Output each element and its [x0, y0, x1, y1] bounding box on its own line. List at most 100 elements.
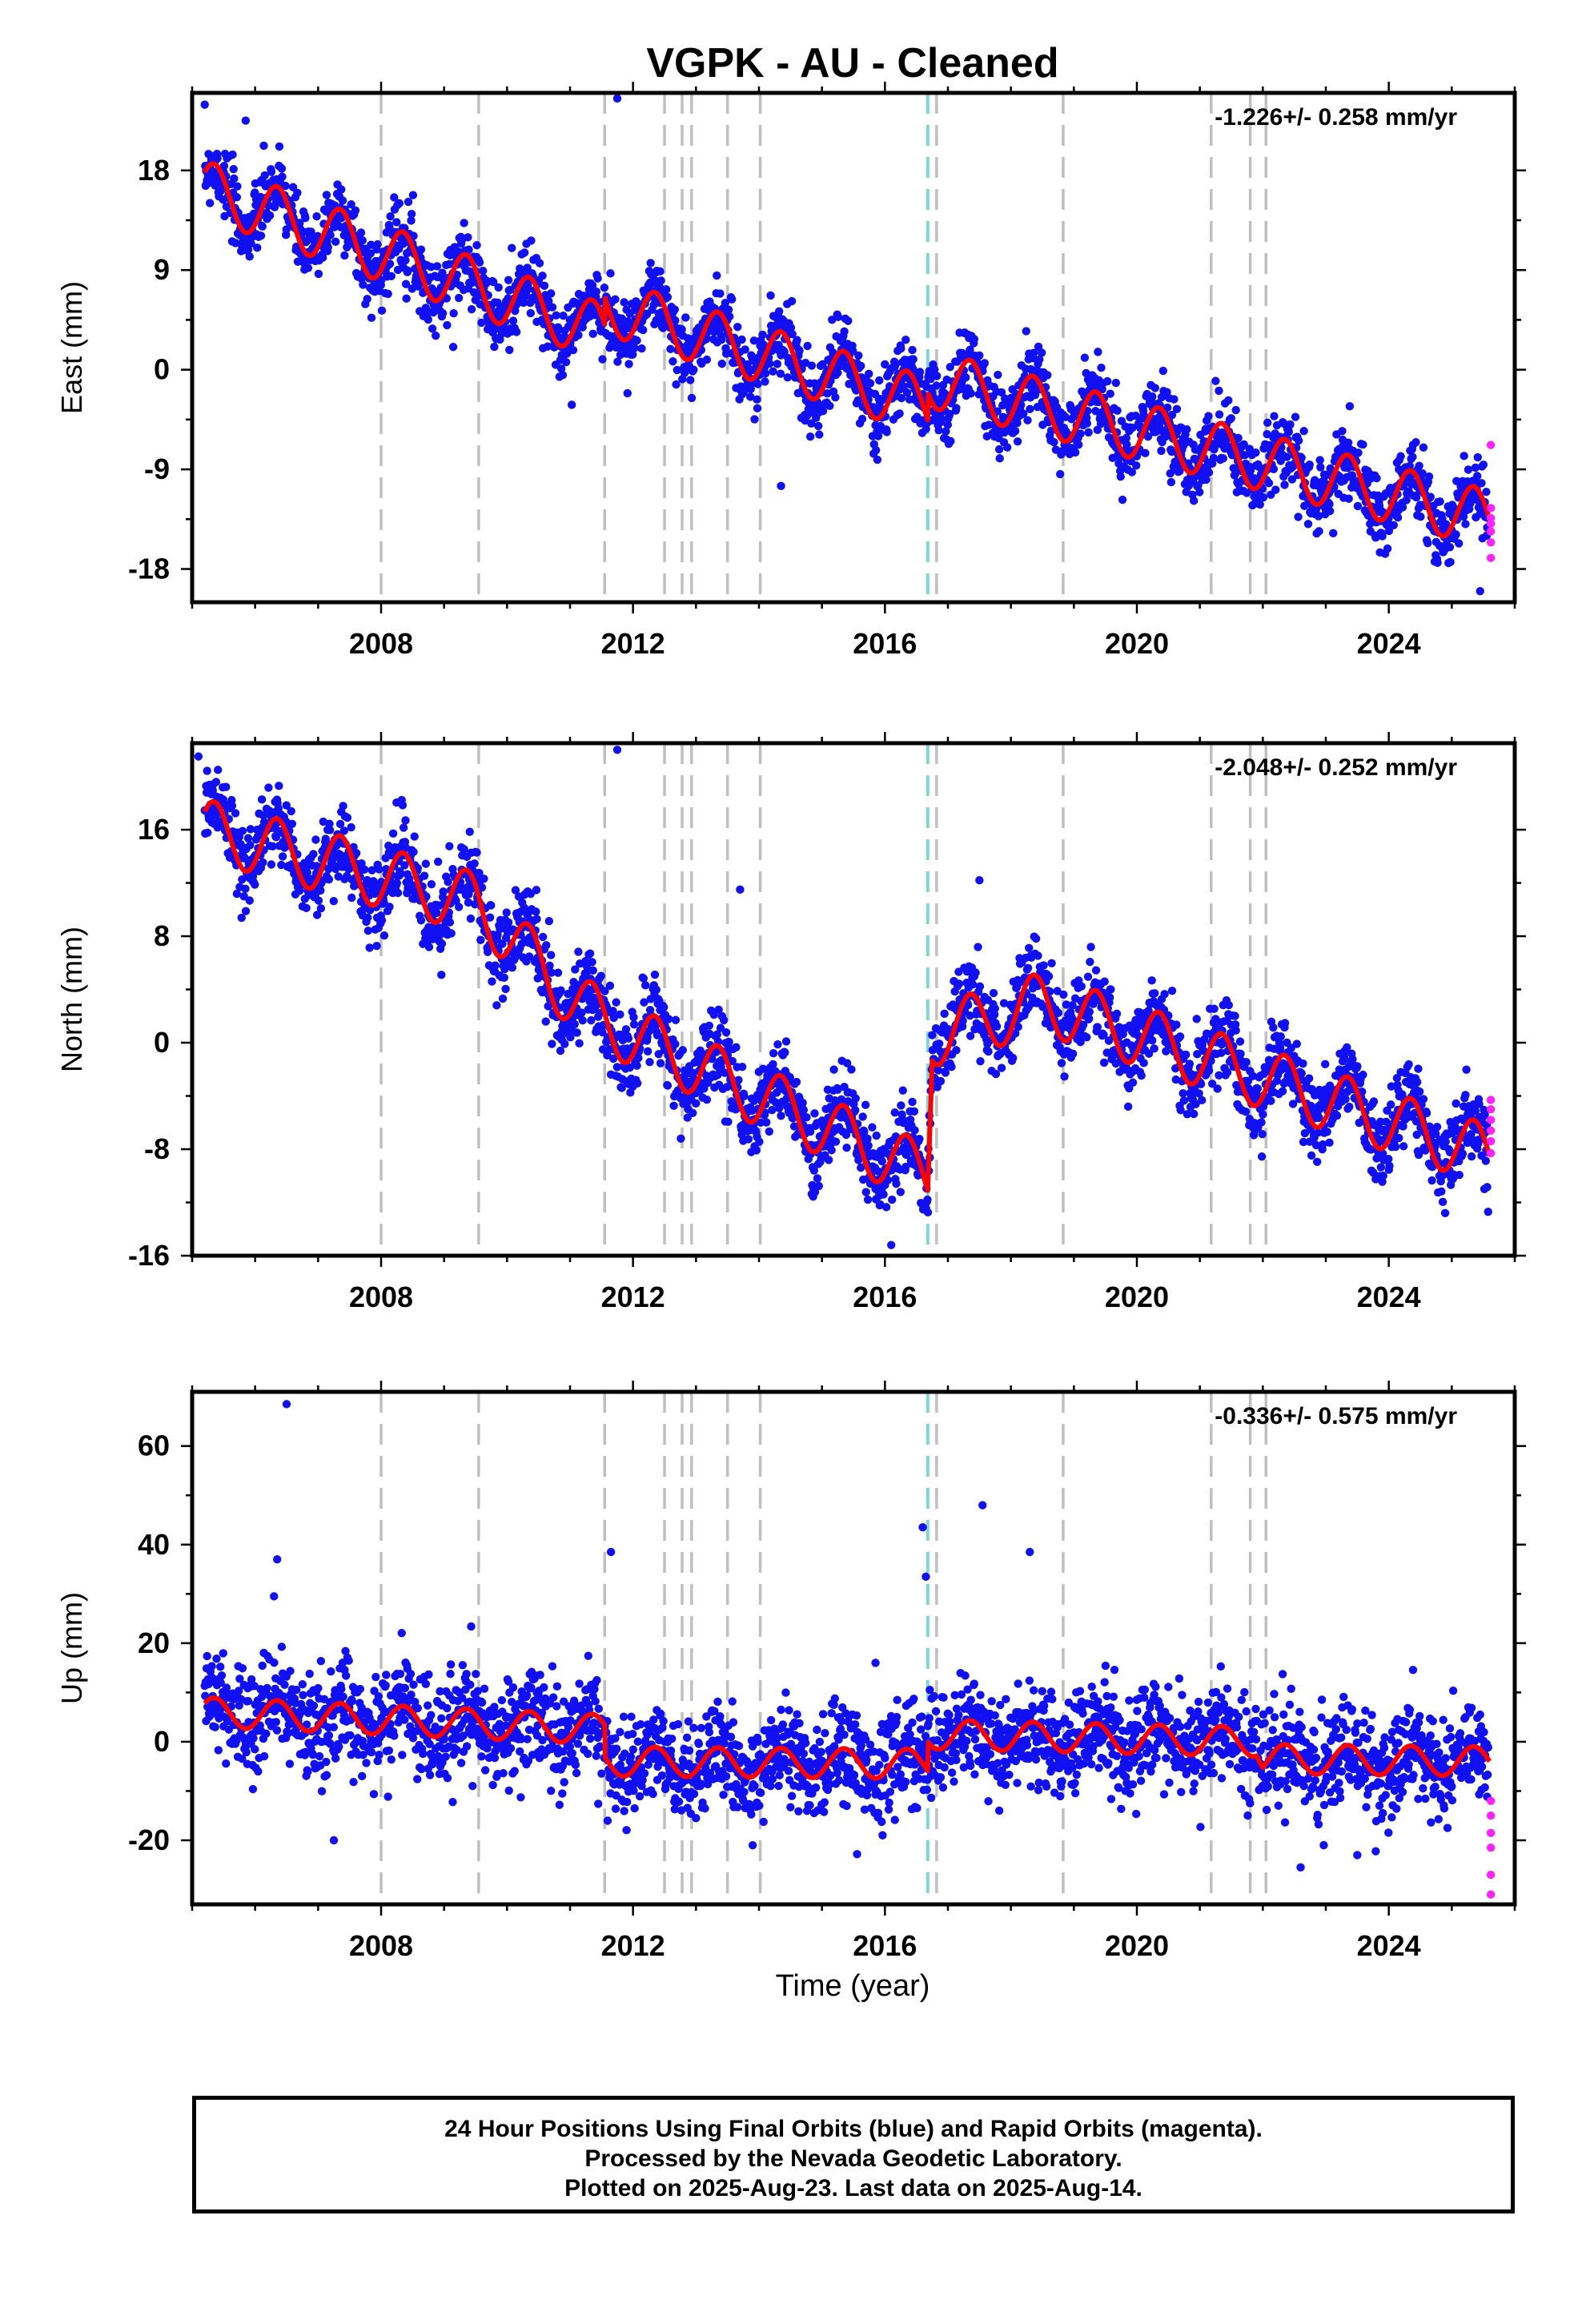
data-point [464, 245, 473, 254]
data-point [1259, 493, 1268, 502]
data-point [1093, 1023, 1102, 1031]
data-point [399, 239, 408, 248]
data-point [727, 295, 737, 304]
data-point [1128, 1078, 1138, 1088]
data-point [392, 218, 401, 227]
data-point [976, 1056, 985, 1066]
data-point [460, 219, 468, 227]
data-point [997, 388, 1006, 397]
y-tick-label: 0 [154, 353, 170, 386]
data-point [650, 970, 660, 979]
data-point [420, 871, 429, 880]
data-point [343, 813, 352, 822]
data-point [275, 142, 284, 151]
data-point [467, 305, 476, 314]
data-point [1116, 472, 1125, 481]
data-point [526, 308, 536, 318]
data-point [219, 162, 229, 171]
data-point [1419, 443, 1428, 452]
data-point [487, 901, 496, 910]
data-point [669, 357, 677, 366]
data-point [445, 842, 454, 850]
data-point [1416, 512, 1425, 521]
data-point [385, 903, 394, 911]
data-point [1294, 436, 1303, 445]
data-point [941, 1068, 950, 1077]
data-point [241, 884, 250, 893]
data-point [535, 259, 544, 267]
data-point [765, 1127, 773, 1136]
data-point [1113, 406, 1122, 415]
data-point [524, 284, 533, 294]
data-point [1148, 392, 1157, 401]
data-point [639, 325, 648, 335]
data-point [592, 287, 601, 296]
data-point [971, 968, 980, 977]
data-point [702, 1095, 712, 1104]
data-point [630, 344, 639, 352]
data-point [671, 1015, 681, 1024]
data-point [1234, 433, 1243, 443]
data-point [1269, 464, 1279, 474]
data-point [902, 388, 912, 397]
data-point [901, 336, 910, 344]
data-point [788, 330, 797, 339]
data-point [637, 344, 646, 353]
data-point [1314, 512, 1323, 521]
data-point [663, 292, 673, 302]
data-point [875, 376, 884, 385]
data-point [494, 283, 503, 292]
data-point [358, 236, 367, 245]
final-points-north [194, 746, 1492, 1249]
data-point [947, 1062, 956, 1072]
data-point [1091, 966, 1101, 975]
data-point [861, 1100, 870, 1109]
data-point [1150, 384, 1160, 392]
data-point [992, 1022, 1002, 1031]
data-point [611, 295, 620, 304]
data-point [410, 832, 419, 841]
data-point [740, 1092, 749, 1101]
data-point [407, 216, 416, 225]
data-point [780, 348, 789, 356]
data-point [1009, 1053, 1018, 1063]
data-point [600, 283, 609, 292]
data-point [1167, 410, 1177, 420]
data-point [243, 245, 253, 254]
data-point [980, 359, 990, 368]
data-point [1143, 432, 1153, 441]
data-point [1398, 503, 1407, 512]
data-point [805, 432, 815, 441]
data-point [532, 907, 540, 916]
data-point [1123, 1102, 1133, 1112]
data-point [1179, 1096, 1189, 1105]
data-point [488, 977, 496, 986]
data-point [596, 971, 605, 980]
data-point [1283, 452, 1291, 461]
data-point [1077, 982, 1086, 991]
data-point [861, 1188, 870, 1196]
data-point [367, 240, 375, 249]
data-point [1044, 971, 1054, 981]
data-point [825, 401, 834, 410]
data-point [1435, 497, 1444, 506]
data-point [1085, 1007, 1094, 1016]
data-point [646, 259, 655, 267]
data-point [1172, 1020, 1181, 1029]
data-point [319, 253, 327, 262]
data-point [1059, 990, 1068, 999]
data-point [1215, 410, 1224, 419]
data-point [1122, 433, 1131, 443]
data-point [762, 1118, 771, 1127]
data-point [792, 1077, 801, 1087]
data-point [1264, 479, 1274, 488]
data-point [1050, 437, 1058, 447]
data-point [386, 211, 395, 221]
data-point [559, 311, 568, 320]
data-point [232, 193, 242, 202]
data-point [1378, 532, 1387, 541]
rapid-point [1486, 519, 1496, 529]
data-point [1106, 389, 1114, 398]
data-point [930, 365, 939, 374]
data-point [613, 357, 622, 366]
